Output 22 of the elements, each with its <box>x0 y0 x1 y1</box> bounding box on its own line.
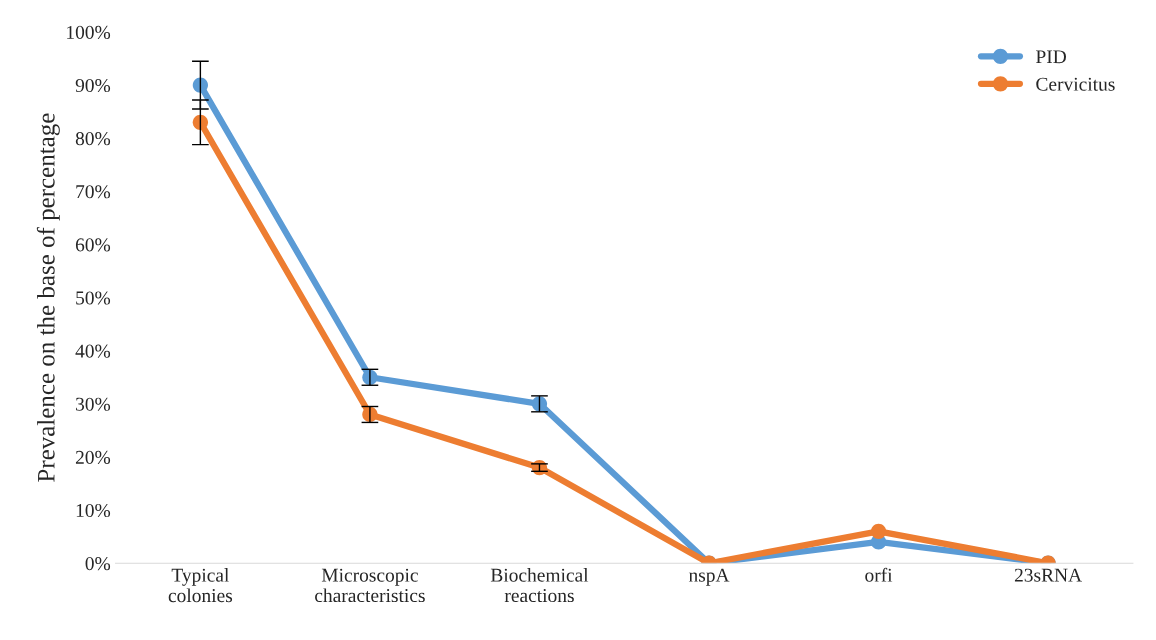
point <box>192 114 209 130</box>
y-tick-label: 100% <box>67 25 111 39</box>
x-tick-label: Typical colonies <box>168 568 233 603</box>
legend-label: Cervicitus <box>1036 77 1115 91</box>
point <box>870 523 887 539</box>
x-tick-label: 23sRNA <box>1014 568 1082 582</box>
y-tick-label: 90% <box>75 78 111 93</box>
y-tick-label: 40% <box>75 344 111 358</box>
legend-label: PID <box>1036 50 1067 64</box>
x-tick-label: nspA <box>688 568 730 586</box>
x-tick-label: orfi <box>865 567 893 582</box>
x-tick-label: Biochemical reactions <box>490 568 589 603</box>
y-tick-label: 80% <box>75 132 111 146</box>
y-tick-label: 50% <box>76 291 111 305</box>
x-tick-label: Microscopic characteristics <box>315 568 425 603</box>
y-tick-label: 20% <box>75 450 111 464</box>
y-axis-title: Prevalence on the base of percentage <box>36 113 60 482</box>
y-tick-label: 70% <box>76 185 111 199</box>
y-tick-label: 0% <box>85 557 111 571</box>
y-tick-label: 10% <box>76 503 111 518</box>
y-tick-label: 30% <box>76 397 111 411</box>
y-tick-label: 60% <box>75 238 111 252</box>
